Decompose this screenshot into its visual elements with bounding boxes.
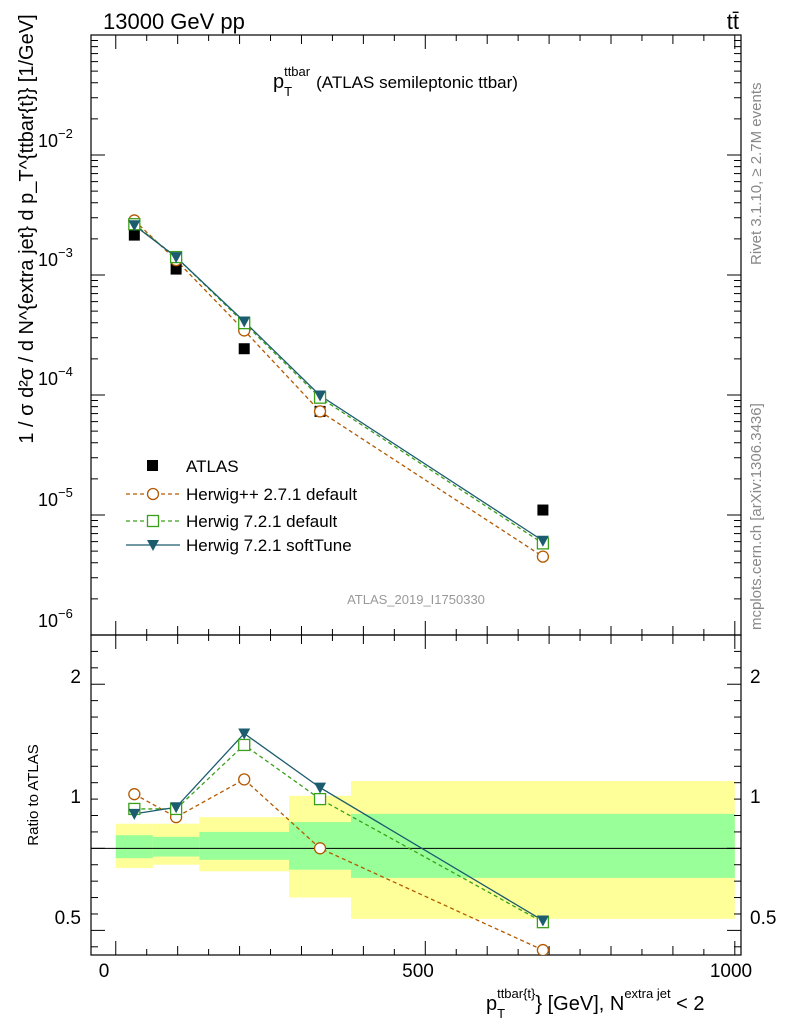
legend-label-herwig7-default: Herwig 7.2.1 default — [186, 512, 337, 531]
ratio-point-3-1 — [170, 802, 183, 814]
xtick-labels: 0 500 1000 — [99, 961, 752, 982]
analysis-label: ATLAS_2019_I1750330 — [347, 592, 485, 607]
ratio-ylabel: Ratio to ATLAS — [25, 744, 42, 845]
ratio-band-inner — [199, 831, 290, 860]
energy-title: 13000 GeV pp — [103, 9, 245, 34]
ratio-ytick-label-right-2: 2 — [750, 667, 761, 688]
ratio-point-1-0 — [128, 788, 141, 801]
legend-entry-atlas: ATLAS — [147, 457, 239, 476]
data-point-3-2 — [238, 316, 251, 328]
rivet-label: Rivet 3.1.10, ≥ 2.7M events — [748, 83, 765, 266]
ratio-point-3-0 — [128, 808, 141, 820]
legend-entry-herwig7-softtune: Herwig 7.2.1 softTune — [126, 536, 352, 555]
ratio-ytick-label-1: 1 — [70, 787, 81, 808]
data-point-0-1 — [170, 263, 182, 275]
legend-marker-herwigpp — [146, 487, 160, 501]
ratio-bands — [91, 781, 741, 919]
data-point-0-4 — [537, 504, 549, 516]
ratio-point-1-3 — [313, 842, 327, 855]
ratio-point-3-3 — [314, 782, 327, 794]
main-plot-title-sup: ttbar — [284, 64, 311, 79]
data-point-1-4 — [536, 550, 550, 563]
ratio-ytick-label-right-1: 1 — [750, 787, 761, 808]
main-ytick-label-1e-5: 10−5 — [38, 485, 73, 510]
main-plot-title-p: p — [273, 71, 284, 93]
process-title: tt̄ — [727, 9, 739, 34]
ratio-axis-ticks — [91, 650, 741, 948]
xtick-label-1000: 1000 — [710, 961, 752, 982]
data-point-1-3 — [313, 405, 327, 418]
mcplots-label: mcplots.cern.ch [arXiv:1306.3436] — [748, 403, 765, 630]
data-point-0-2 — [238, 343, 250, 355]
ratio-band-inner — [152, 836, 200, 857]
legend-marker-herwig7-softtune — [147, 540, 159, 551]
legend-entry-herwigpp: Herwig++ 2.7.1 default — [126, 485, 357, 504]
legend-label-herwigpp: Herwig++ 2.7.1 default — [186, 485, 357, 504]
series-line-1 — [133, 219, 544, 558]
ratio-ytick-label-right-0.5: 0.5 — [750, 908, 776, 929]
ratio-point-2-2 — [238, 738, 251, 752]
ratio-band-inner — [115, 835, 153, 859]
main-ytick-labels: 10−6 10−5 10−4 10−3 10−2 — [38, 126, 73, 631]
data-point-0-0 — [128, 229, 140, 241]
main-plot-title-sub: T — [284, 84, 292, 99]
main-plot-title: pTttbar (ATLAS semileptonic ttbar) — [273, 64, 518, 99]
xaxis-label: pTttbar{t}} [GeV], Nextra jet < 2 — [486, 986, 705, 1021]
ratio-series — [128, 728, 550, 955]
ratio-point-3-2 — [238, 728, 251, 740]
data-point-3-3 — [314, 390, 327, 402]
ratio-point-1-4 — [536, 943, 550, 955]
ratio-band-inner — [351, 813, 735, 878]
data-point-3-1 — [170, 252, 183, 264]
legend-marker-herwig7-default — [146, 514, 160, 528]
main-ytick-label-1e-4: 10−4 — [38, 364, 73, 389]
legend-label-atlas: ATLAS — [186, 457, 239, 476]
xtick-label-500: 500 — [402, 961, 434, 982]
legend-entry-herwig7-default: Herwig 7.2.1 default — [126, 512, 337, 531]
ratio-point-2-3 — [313, 792, 327, 806]
ratio-ytick-labels: 0.5 1 2 0.5 1 2 — [55, 667, 777, 929]
legend: ATLAS Herwig++ 2.7.1 default Herwig 7.2.… — [126, 457, 357, 555]
data-point-3-0 — [128, 220, 141, 232]
xtick-label-0: 0 — [99, 961, 110, 982]
x-axis-ticks — [115, 35, 736, 955]
main-ytick-label-1e-2: 10−2 — [38, 126, 73, 151]
legend-label-herwig7-softtune: Herwig 7.2.1 softTune — [186, 536, 352, 555]
ratio-point-1-2 — [238, 773, 251, 786]
main-plot-title-rest: (ATLAS semileptonic ttbar) — [316, 73, 518, 92]
legend-marker-atlas — [147, 460, 158, 471]
main-axis-ticks — [91, 39, 741, 636]
ratio-ytick-label-0.5: 0.5 — [55, 908, 81, 929]
main-ytick-label-1e-3: 10−3 — [38, 245, 73, 270]
ratio-point-3-4 — [536, 915, 549, 927]
main-series — [128, 214, 550, 563]
ratio-plot-frame — [90, 634, 742, 956]
main-ytick-label-1e-6: 10−6 — [38, 606, 73, 631]
main-ylabel: 1 / σ d²σ / d N^{extra jet} d p_T^{ttbar… — [16, 14, 38, 443]
data-point-3-4 — [536, 535, 549, 547]
ratio-ytick-label-2: 2 — [70, 667, 81, 688]
